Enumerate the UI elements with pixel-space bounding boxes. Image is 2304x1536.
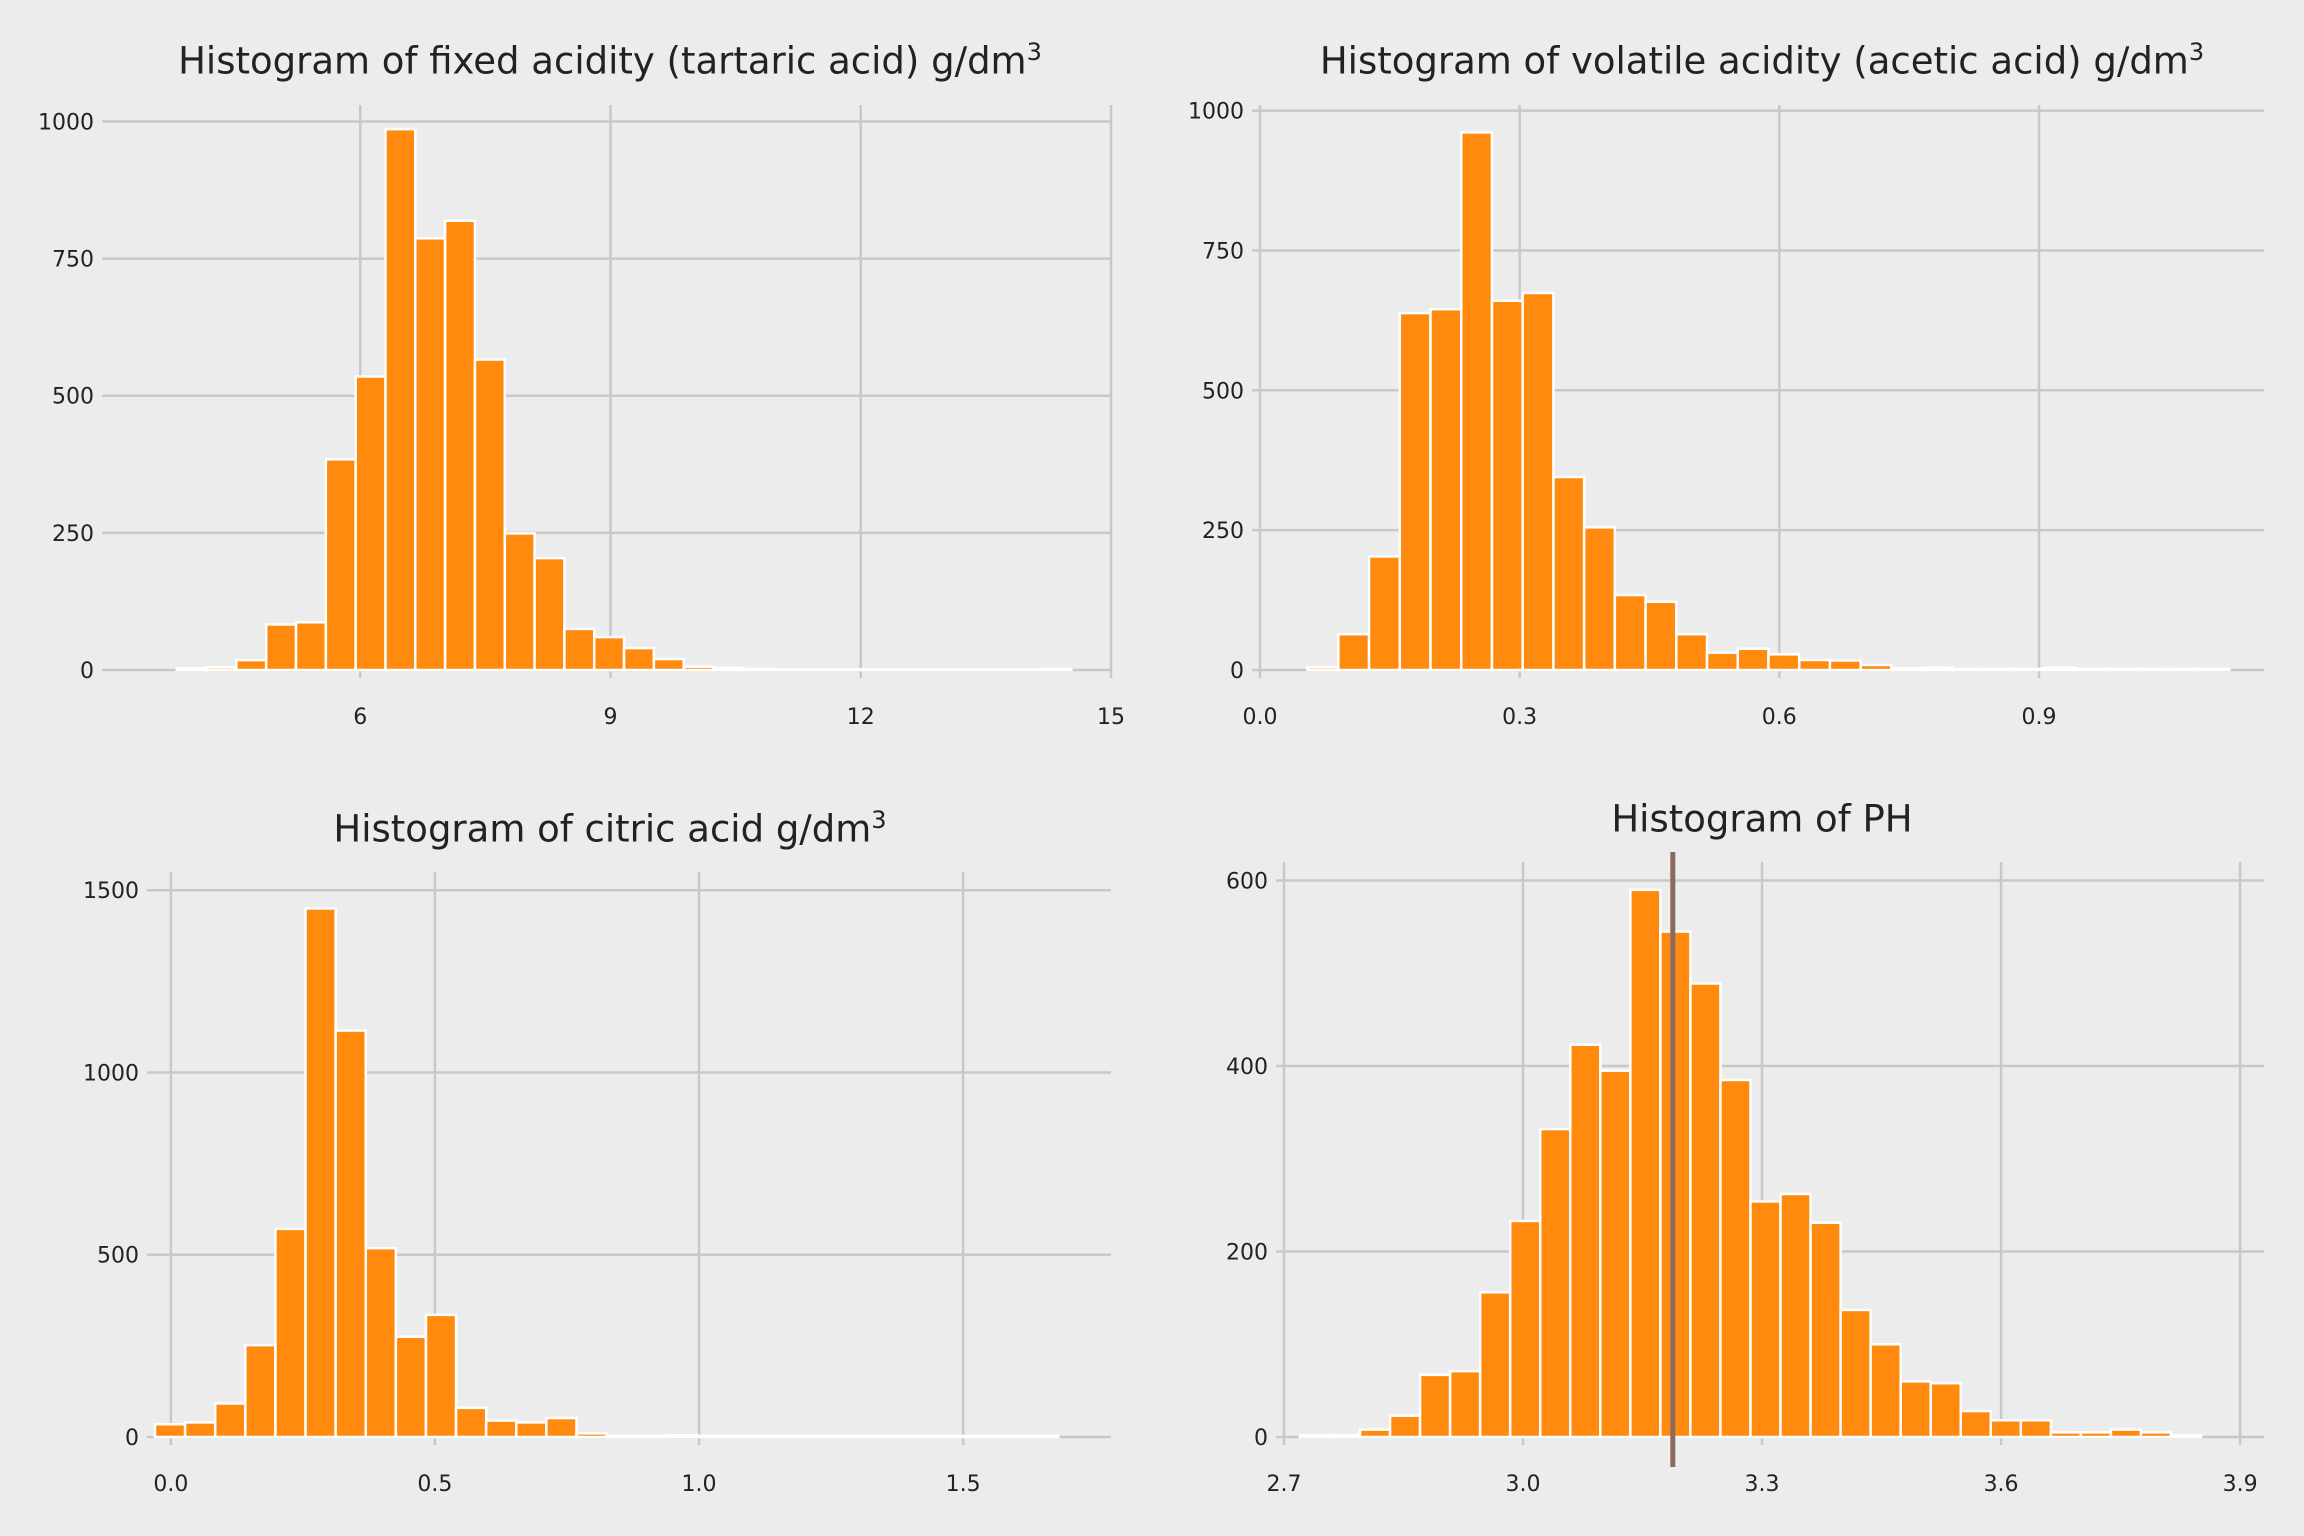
histogram-bar (1809, 1221, 1842, 1439)
histogram-bar (1749, 1200, 1782, 1439)
chart-plot-citric-acid: 0 500 1000 1500 0.0 0.5 1.0 1.5 (83, 872, 1111, 1497)
histogram-bar (1388, 1414, 1422, 1439)
histogram-bar (1839, 1308, 1872, 1439)
histogram-bar (1552, 475, 1586, 672)
y-tick-label: 250 (1202, 519, 1244, 544)
histogram-bar (1582, 526, 1617, 672)
chart-plot-fixed-acidity: 0 250 500 750 1000 6 9 12 15 (38, 105, 1125, 730)
histogram-bar (1779, 1192, 1812, 1439)
histogram-bar (2049, 1431, 2083, 1439)
histogram-bar (274, 1227, 307, 1439)
histogram-bar (2197, 667, 2231, 672)
y-tick-label: 0 (1230, 659, 1244, 684)
histogram-bar (244, 1343, 277, 1439)
x-tick-label: 0.3 (1502, 705, 1537, 730)
histogram-bar (1899, 1380, 1932, 1439)
histogram-bar (2109, 1428, 2143, 1439)
histogram-bar (1929, 1381, 1963, 1439)
histogram-bar (503, 532, 536, 672)
histogram-bar (2079, 1431, 2113, 1439)
histogram-bar (1418, 1373, 1452, 1439)
y-tick-label: 200 (1226, 1241, 1268, 1266)
x-tick-label: 0.9 (2021, 705, 2056, 730)
histogram-bar (1298, 1433, 1332, 1439)
y-tick-label: 1500 (83, 879, 139, 904)
y-tick-label: 0 (80, 659, 94, 684)
histogram-bar (1478, 1291, 1512, 1439)
chart-plot-volatile-acidity: 0 250 500 750 1000 0.0 0.3 0.6 0.9 (1188, 100, 2264, 730)
histogram-bar (324, 458, 357, 672)
histogram-bar (1538, 1127, 1572, 1439)
x-tick-label: 3.0 (1506, 1472, 1541, 1497)
y-tick-label: 750 (52, 248, 94, 273)
x-tick-label: 3.6 (1984, 1472, 2019, 1497)
histogram-bar (545, 1416, 578, 1439)
histogram-bar (1989, 1419, 2023, 1439)
y-tick-label: 400 (1226, 1055, 1268, 1080)
chart-title-citric-acid: Histogram of citric acid g/dm3 (333, 806, 887, 851)
x-tick-label: 3.3 (1745, 1472, 1780, 1497)
x-tick-label: 0.0 (153, 1472, 188, 1497)
x-tick-label: 0.0 (1243, 705, 1278, 730)
histogram-bar (384, 127, 417, 672)
y-tick-label: 500 (1202, 379, 1244, 404)
histogram-bar (1719, 1078, 1752, 1439)
histogram-bar (1599, 1069, 1632, 1439)
histogram-bar (1358, 1428, 1392, 1439)
histogram-bar (1448, 1369, 1482, 1439)
histogram-bar (1328, 1433, 1362, 1439)
x-tick-label: 9 (604, 705, 618, 730)
histogram-bar (1689, 982, 1722, 1439)
histogram-bar (414, 237, 447, 672)
histogram-bar (394, 1335, 428, 1439)
x-tick-label: 0.5 (417, 1472, 452, 1497)
histogram-bar (1659, 930, 1692, 1439)
histogram-bar (1040, 667, 1073, 672)
x-tick-label: 15 (1097, 705, 1125, 730)
y-tick-label: 0 (1254, 1426, 1268, 1451)
histogram-bar (2019, 1419, 2053, 1439)
y-tick-label: 250 (52, 522, 94, 547)
histogram-bar (364, 1246, 398, 1439)
histogram-bar (304, 907, 337, 1439)
y-tick-label: 500 (97, 1244, 139, 1269)
histogram-bar (1869, 1343, 1902, 1439)
y-tick-label: 1000 (1188, 100, 1244, 125)
histogram-bar (563, 627, 596, 672)
y-tick-label: 1000 (38, 110, 94, 135)
histogram-bar (1367, 555, 1402, 672)
histogram-bar (652, 657, 685, 672)
histogram-bar (2169, 1433, 2203, 1439)
x-tick-label: 1.0 (682, 1472, 717, 1497)
y-tick-label: 600 (1226, 870, 1268, 895)
histogram-bar (1569, 1043, 1602, 1439)
histogram-bar (1026, 1434, 1060, 1439)
histogram-bar (424, 1313, 458, 1439)
histogram-bar (334, 1029, 367, 1439)
chart-title-ph: Histogram of PH (1611, 797, 1913, 841)
histogram-bar (473, 358, 507, 672)
histogram-bar (1644, 600, 1678, 672)
histogram-bar (1959, 1409, 1993, 1439)
chart-title-fixed-acidity: Histogram of fixed acidity (tartaric aci… (178, 38, 1042, 83)
y-tick-label: 0 (125, 1426, 139, 1451)
y-tick-label: 1000 (83, 1061, 139, 1086)
y-tick-label: 500 (52, 385, 94, 410)
x-tick-label: 3.9 (2223, 1472, 2258, 1497)
x-tick-label: 2.7 (1267, 1472, 1302, 1497)
x-tick-label: 0.6 (1762, 705, 1797, 730)
histogram-bar (1508, 1219, 1542, 1439)
chart-title-volatile-acidity: Histogram of volatile acidity (acetic ac… (1319, 38, 2205, 83)
x-tick-label: 6 (353, 705, 367, 730)
x-tick-label: 1.5 (946, 1472, 981, 1497)
y-tick-label: 750 (1202, 239, 1244, 264)
histogram-bar (1629, 888, 1662, 1439)
histogram-bar (1490, 299, 1524, 672)
histogram-bar (2139, 1431, 2173, 1439)
x-tick-label: 12 (847, 705, 875, 730)
histogram-bar (533, 556, 566, 672)
